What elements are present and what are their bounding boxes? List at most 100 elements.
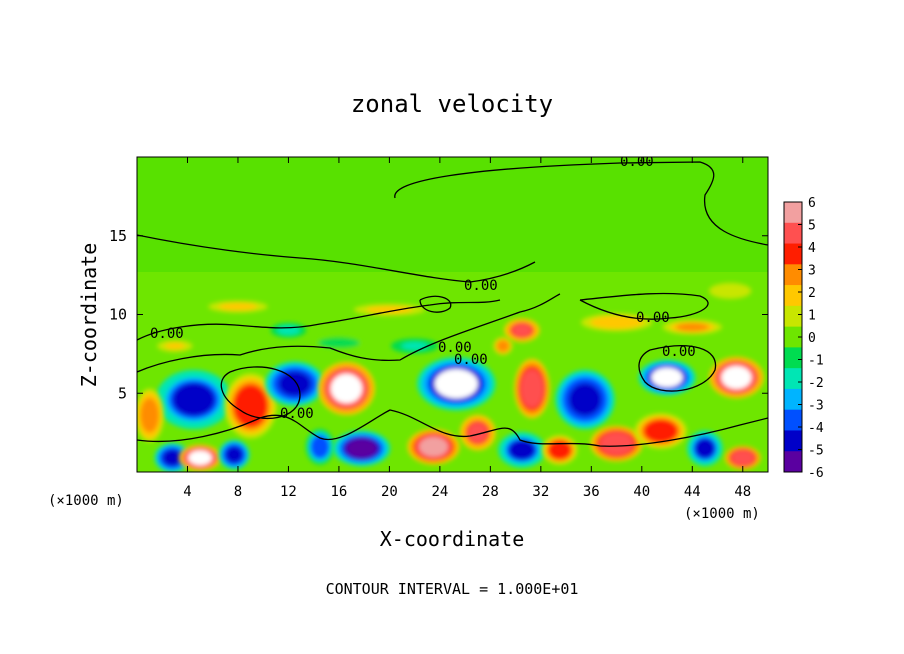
chart-title: zonal velocity [351,90,553,118]
zero-contour-wave [137,409,768,447]
velocity-shell [646,421,676,441]
colorbar-tick-label: 0 [808,331,816,346]
velocity-shell [721,366,752,389]
zero-contour-right [579,292,709,320]
velocity-cell [333,430,391,467]
colorbar-swatch [784,451,802,473]
velocity-cell [541,435,578,465]
velocity-shell [651,367,683,388]
contour-label: 0.00 [150,326,184,342]
contour-label: 0.00 [438,340,472,356]
colorbar: 6 5 4 3 2 1 0 -1 -2 -3 -4 -5 -6 [783,196,824,481]
colorbar-swatch [784,264,802,286]
upper-band [137,157,768,272]
contour-label: 0.00 [280,406,314,422]
colorbar-tick-label: -4 [808,421,824,436]
velocity-cell [555,369,615,430]
y-tick-label: 5 [118,384,127,402]
colorbar-swatch [784,430,802,452]
velocity-cell [493,337,513,355]
velocity-cell [590,425,643,462]
zero-contour-lower [137,293,561,373]
x-unit-note-left: (×1000 m) [48,493,124,509]
velocity-shell [188,450,212,466]
colorbar-swatch [784,326,802,348]
x-tick-label: 48 [734,484,751,500]
x-axis-label: X-coordinate [380,527,525,551]
x-tick-label: 28 [482,484,499,500]
colorbar-tick-label: -1 [808,354,824,369]
colorbar-swatch [784,305,802,328]
colorbar-tick-label: 1 [808,309,816,324]
velocity-shell [141,400,158,431]
zero-contour-mid [137,299,501,341]
zero-contour-ring-2 [638,345,717,392]
velocity-cell [390,338,439,354]
velocity-shell [419,436,449,457]
zero-contour-ring-3 [419,295,452,313]
x-unit-note-right: (×1000 m) [684,506,760,522]
velocity-shell [162,449,183,467]
velocity-cell [154,443,191,472]
velocity-cell [706,281,754,300]
velocity-shell [568,383,602,416]
x-axis: 4 8 12 16 20 24 28 32 36 40 44 48 [183,157,751,500]
velocity-cell [417,357,496,411]
velocity-shell [732,451,753,465]
contour-label: 0.00 [620,154,654,170]
velocity-cell [315,336,363,349]
velocity-cell [580,313,653,332]
velocity-shell [512,323,532,337]
plot-area: 0.00 0.00 0.00 0.00 0.00 0.00 0.00 0.00 [137,154,768,472]
colorbar-tick-label: -3 [808,399,824,414]
velocity-shell [165,342,185,350]
zero-contour-ring-1 [220,366,301,420]
velocity-cell [155,369,232,430]
velocity-cell [208,300,268,313]
colorbar-swatch [784,409,802,431]
velocity-shell [467,422,488,443]
x-tick-label: 16 [330,484,347,500]
velocity-blobs [137,281,764,472]
x-tick-label: 36 [583,484,600,500]
velocity-shell [596,317,637,328]
velocity-cell [305,429,335,465]
velocity-cell [514,358,550,419]
colorbar-tick-label: -6 [808,466,824,481]
velocity-cell [224,373,277,439]
zero-contour-top [394,161,768,246]
velocity-cell [178,444,222,472]
colorbar-swatch [784,388,802,411]
velocity-cell [504,318,540,343]
velocity-cell [638,359,696,396]
velocity-cell [662,319,722,335]
x-tick-label: 40 [633,484,650,500]
velocity-shell [717,285,744,296]
velocity-cell [687,430,723,467]
colorbar-swatch [784,222,802,245]
contour-label-group: 0.00 0.00 0.00 0.00 0.00 0.00 0.00 0.00 [150,154,696,422]
velocity-cell [407,429,460,465]
contour-label: 0.00 [662,344,696,360]
colorbar-tick-label: -2 [808,376,824,391]
velocity-cell [634,413,687,449]
y-axis-label: Z-coordinate [77,243,101,388]
colorbar-tick-label: 2 [808,286,816,301]
velocity-cell [459,414,496,451]
colorbar-swatch [784,243,802,265]
velocity-shell [236,387,266,424]
colorbar-tick-label: -5 [808,444,824,459]
velocity-shell [497,341,509,351]
x-tick-label: 44 [684,484,701,500]
velocity-shell [221,303,255,310]
zero-contour-upper [137,234,536,283]
velocity-shell [330,373,363,404]
zero-contours [137,161,768,447]
velocity-shell [434,369,478,399]
y-axis: 5 10 15 [109,227,768,402]
y-tick-label: 15 [109,227,127,245]
velocity-shell [401,341,428,351]
velocity-cell [270,322,307,338]
velocity-shell [369,306,410,314]
